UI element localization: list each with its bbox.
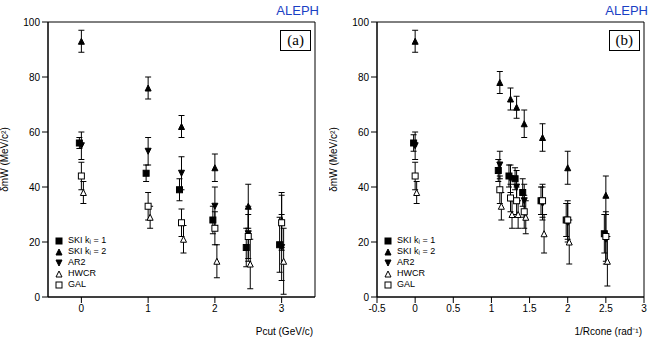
svg-text:1/Rcone (rad⁻¹): 1/Rcone (rad⁻¹) xyxy=(575,326,642,337)
html-text:SKI kᵢ = 1: SKI kᵢ = 1 xyxy=(397,235,436,245)
svg-text:0: 0 xyxy=(363,292,369,303)
svg-text:-0.5: -0.5 xyxy=(368,303,386,314)
html-text:SKI kᵢ = 2: SKI kᵢ = 2 xyxy=(397,246,436,256)
svg-text:0.5: 0.5 xyxy=(446,303,460,314)
svg-text:δmW (MeV/c²): δmW (MeV/c²) xyxy=(8,127,10,191)
svg-text:1.5: 1.5 xyxy=(523,303,537,314)
svg-text:40: 40 xyxy=(358,182,370,193)
svg-text:3: 3 xyxy=(641,303,647,314)
svg-text:3: 3 xyxy=(279,303,285,314)
html-text:AR2: AR2 xyxy=(68,257,86,267)
html-text:(b): (b) xyxy=(615,32,633,48)
svg-text:1: 1 xyxy=(489,303,495,314)
svg-text:100: 100 xyxy=(23,17,40,28)
html-text:(a): (a) xyxy=(287,32,304,48)
html-text:GAL: GAL xyxy=(68,279,86,289)
html-text:ALEPH: ALEPH xyxy=(605,3,648,18)
svg-text:80: 80 xyxy=(29,72,41,83)
svg-text:80: 80 xyxy=(358,72,370,83)
svg-text:1: 1 xyxy=(145,303,151,314)
html-text:HWCR: HWCR xyxy=(68,268,96,278)
html-text:GAL: GAL xyxy=(397,279,415,289)
svg-text:Pcut (GeV/c): Pcut (GeV/c) xyxy=(256,326,313,337)
svg-text:2: 2 xyxy=(565,303,571,314)
html-text:HWCR: HWCR xyxy=(397,268,425,278)
svg-text:40: 40 xyxy=(29,182,41,193)
html-text:ALEPH: ALEPH xyxy=(276,3,319,18)
svg-text:2.5: 2.5 xyxy=(599,303,613,314)
html-text:SKI kᵢ = 2: SKI kᵢ = 2 xyxy=(68,246,107,256)
svg-text:60: 60 xyxy=(29,127,41,138)
svg-text:100: 100 xyxy=(352,17,369,28)
svg-text:20: 20 xyxy=(358,237,370,248)
svg-text:0: 0 xyxy=(79,303,85,314)
svg-text:0: 0 xyxy=(412,303,418,314)
svg-text:0: 0 xyxy=(34,292,40,303)
svg-text:60: 60 xyxy=(358,127,370,138)
html-text:SKI kᵢ = 1: SKI kᵢ = 1 xyxy=(68,235,107,245)
svg-text:20: 20 xyxy=(29,237,41,248)
svg-text:δmW (MeV/c²): δmW (MeV/c²) xyxy=(329,127,339,191)
svg-text:2: 2 xyxy=(212,303,218,314)
html-text:AR2: AR2 xyxy=(397,257,415,267)
